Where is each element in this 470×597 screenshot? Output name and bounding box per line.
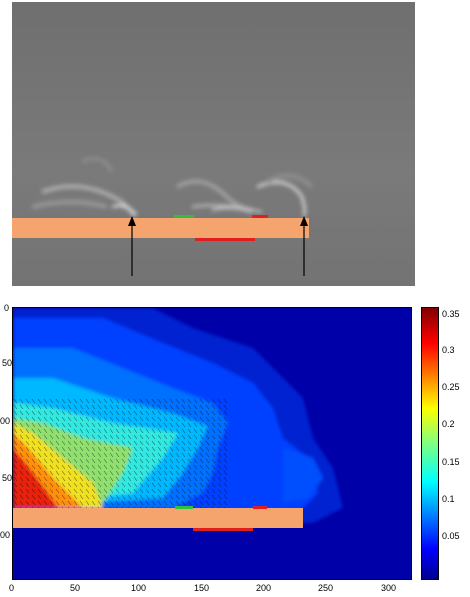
colorbar [421, 307, 439, 580]
y-tick: 50 [2, 358, 13, 368]
y-tick: 0 [4, 303, 10, 313]
y-tick: 00 [0, 416, 11, 426]
y-tick: 50 [2, 473, 13, 483]
colorbar-tick: 0.2 [442, 419, 455, 429]
plot-red-strip-bottom [193, 528, 253, 531]
x-tick: 300 [381, 583, 397, 593]
colorbar-tick: 0.35 [442, 309, 460, 319]
colorbar-gradient [422, 308, 438, 579]
schlieren-image [12, 2, 415, 286]
colorbar-tick: 0.05 [442, 531, 460, 541]
velocity-vectors [13, 398, 228, 508]
arrow-right-head [300, 216, 308, 226]
plot-red-strip-top [253, 506, 267, 509]
colorbar-tick: 0.15 [442, 457, 460, 467]
x-tick: 150 [194, 583, 210, 593]
green-strip [174, 215, 194, 218]
x-tick: 200 [256, 583, 272, 593]
arrow-left-head [128, 216, 136, 226]
plot-plate [13, 508, 303, 528]
x-tick: 250 [318, 583, 334, 593]
colorbar-svg [422, 308, 438, 579]
schlieren-svg [12, 2, 415, 286]
plate [12, 218, 309, 238]
y-tick: 00 [0, 530, 11, 540]
x-tick: 50 [70, 583, 81, 593]
schlieren-background [12, 2, 415, 286]
colorbar-tick: 0.3 [442, 345, 455, 355]
velocity-contour-plot [12, 307, 412, 580]
x-tick: 100 [131, 583, 147, 593]
contour-svg [13, 308, 411, 579]
colorbar-tick: 0.25 [442, 382, 460, 392]
red-strip-bottom [195, 238, 255, 241]
plot-green-strip [175, 506, 193, 509]
red-strip-top [252, 215, 268, 218]
flow-wisps [31, 156, 314, 217]
colorbar-tick: 0.1 [442, 494, 455, 504]
x-tick: 0 [9, 583, 15, 593]
